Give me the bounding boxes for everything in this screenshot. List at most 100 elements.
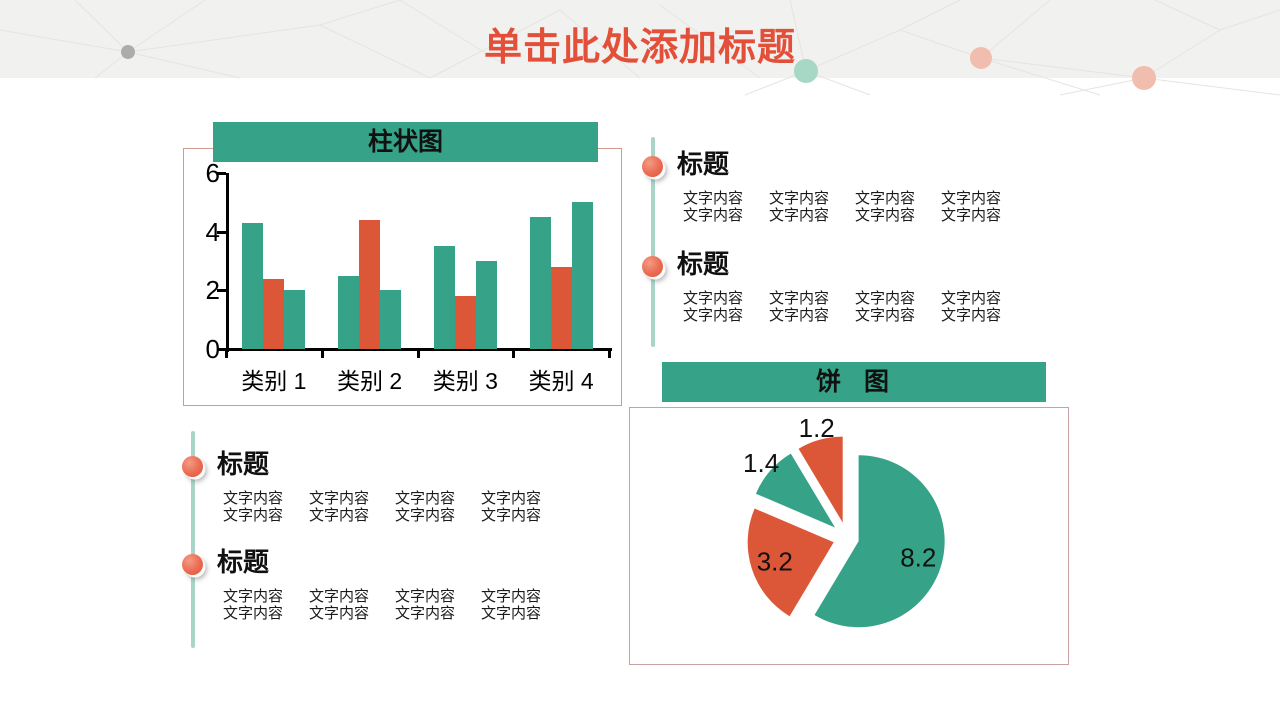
teal-dot-icon [794, 59, 818, 83]
text-cell: 文字内容 [309, 490, 370, 507]
text-block-body: 文字内容 文字内容 文字内容 文字内容 文字内容 文字内容 文字内容 文字内容 [683, 290, 1070, 324]
text-cell: 文字内容 [683, 190, 744, 207]
pie-chart-header: 饼 图 [662, 362, 1046, 402]
text-row: 文字内容 文字内容 文字内容 文字内容 [223, 490, 610, 507]
text-cell: 文字内容 [309, 507, 370, 524]
text-block-body: 文字内容 文字内容 文字内容 文字内容 文字内容 文字内容 文字内容 文字内容 [223, 588, 610, 622]
text-cell: 文字内容 [481, 588, 542, 605]
text-block-title: 标题 [677, 249, 730, 279]
y-tick-mark [217, 230, 226, 234]
text-cell: 文字内容 [223, 507, 284, 524]
text-cell: 文字内容 [683, 290, 744, 307]
text-row: 文字内容 文字内容 文字内容 文字内容 [223, 507, 610, 524]
text-cell: 文字内容 [941, 307, 1002, 324]
text-cell: 文字内容 [941, 290, 1002, 307]
x-tick-mark [416, 349, 420, 358]
text-row: 文字内容 文字内容 文字内容 文字内容 [223, 605, 610, 622]
text-cell: 文字内容 [395, 490, 456, 507]
text-cell: 文字内容 [769, 207, 830, 224]
y-axis [226, 173, 229, 352]
pie-chart-area: 8.2 3.2 1.4 1.2 [629, 407, 1069, 665]
bar-series-1-cat3 [433, 246, 455, 349]
text-cell: 文字内容 [481, 490, 542, 507]
bar-chart-header: 柱状图 [213, 122, 598, 162]
text-cell: 文字内容 [855, 307, 916, 324]
text-cell: 文字内容 [769, 190, 830, 207]
text-block-body: 文字内容 文字内容 文字内容 文字内容 文字内容 文字内容 文字内容 文字内容 [683, 190, 1070, 224]
text-cell: 文字内容 [481, 605, 542, 622]
pie-data-label: 1.4 [743, 448, 779, 478]
pie-slice-1.2 [798, 436, 843, 523]
x-tick-mark [320, 349, 324, 358]
text-cell: 文字内容 [309, 588, 370, 605]
pie-slice-8.2 [814, 455, 945, 628]
bar-series-1-cat2 [338, 275, 360, 349]
bar-series-3-cat4 [571, 202, 593, 349]
x-tick-mark [608, 349, 611, 358]
text-cell: 文字内容 [223, 490, 284, 507]
category-label: 类别 3 [432, 368, 498, 394]
text-row: 文字内容 文字内容 文字内容 文字内容 [223, 588, 610, 605]
salmon-dot-icon-1 [970, 47, 992, 69]
category-label: 类别 4 [528, 368, 594, 394]
text-row: 文字内容 文字内容 文字内容 文字内容 [683, 307, 1070, 324]
pie-data-label: 3.2 [757, 547, 793, 577]
bullet-sphere-icon [642, 256, 663, 277]
text-block-title: 标题 [677, 149, 730, 179]
text-cell: 文字内容 [395, 588, 456, 605]
text-row: 文字内容 文字内容 文字内容 文字内容 [683, 290, 1070, 307]
text-cell: 文字内容 [395, 605, 456, 622]
timeline-line [191, 431, 195, 648]
y-axis-label: 0 [205, 334, 220, 364]
text-cell: 文字内容 [855, 290, 916, 307]
bar-series-2-cat1 [263, 278, 285, 349]
text-cell: 文字内容 [309, 605, 370, 622]
bar-series-1-cat1 [242, 222, 264, 349]
slide-title-placeholder[interactable]: 单击此处添加标题 [483, 27, 796, 69]
text-cell: 文字内容 [941, 207, 1002, 224]
y-axis-label: 2 [205, 275, 220, 306]
network-decoration [0, 0, 1280, 96]
text-row: 文字内容 文字内容 文字内容 文字内容 [683, 207, 1070, 224]
text-block-title: 标题 [217, 449, 270, 479]
bar-chart-area: 0 2 4 6 类别 1 类别 2 类别 3 类别 4 [183, 148, 622, 406]
text-cell: 文字内容 [481, 507, 542, 524]
text-block: 标题 文字内容 文字内容 文字内容 文字内容 文字内容 文字内容 文字内容 文字内容 [640, 247, 1070, 324]
text-cell: 文字内容 [769, 290, 830, 307]
bar-series-3-cat2 [380, 290, 402, 349]
text-cell: 文字内容 [683, 307, 744, 324]
header-band [0, 0, 1280, 96]
bar-series-2-cat3 [454, 296, 476, 349]
text-cell: 文字内容 [769, 307, 830, 324]
text-block-title: 标题 [217, 547, 270, 577]
text-block: 标题 文字内容 文字内容 文字内容 文字内容 文字内容 文字内容 文字内容 文字内容 [180, 447, 610, 524]
bullet-sphere-icon [642, 156, 663, 177]
y-tick-mark [217, 348, 226, 351]
pie-slice-1.4 [755, 453, 835, 528]
text-block: 标题 文字内容 文字内容 文字内容 文字内容 文字内容 文字内容 文字内容 文字内容 [180, 545, 610, 622]
text-cell: 文字内容 [395, 507, 456, 524]
text-cell: 文字内容 [223, 588, 284, 605]
x-tick-mark [225, 349, 228, 358]
pie-data-label: 1.2 [799, 413, 835, 443]
text-cell: 文字内容 [855, 207, 916, 224]
pie-data-label: 8.2 [900, 543, 936, 573]
y-tick-mark [217, 289, 226, 293]
gray-dot-icon [121, 45, 135, 59]
bar-series-3-cat1 [284, 290, 306, 349]
text-row: 文字内容 文字内容 文字内容 文字内容 [683, 190, 1070, 207]
y-axis-label: 4 [205, 216, 220, 247]
pie-slice-3.2 [747, 508, 834, 617]
y-axis-label: 6 [205, 158, 220, 188]
bar-series-2-cat4 [550, 266, 572, 349]
category-label: 类别 1 [241, 368, 307, 394]
category-label: 类别 2 [337, 368, 403, 394]
text-cell: 文字内容 [683, 207, 744, 224]
text-cell: 文字内容 [223, 605, 284, 622]
text-section-left: 标题 文字内容 文字内容 文字内容 文字内容 文字内容 文字内容 文字内容 文字内容 标题 文字内容… [180, 431, 610, 648]
text-section-right: 标题 文字内容 文字内容 文字内容 文字内容 文字内容 文字内容 文字内容 文字内容 标题 文字内容… [640, 137, 1070, 347]
text-cell: 文字内容 [855, 190, 916, 207]
bar-series-2-cat2 [359, 219, 381, 349]
text-block-body: 文字内容 文字内容 文字内容 文字内容 文字内容 文字内容 文字内容 文字内容 [223, 490, 610, 524]
text-block: 标题文字内容 文字内容 文字内容 文字内容 文字内容 文字内容 文字内容 文字内容 [640, 147, 1070, 224]
